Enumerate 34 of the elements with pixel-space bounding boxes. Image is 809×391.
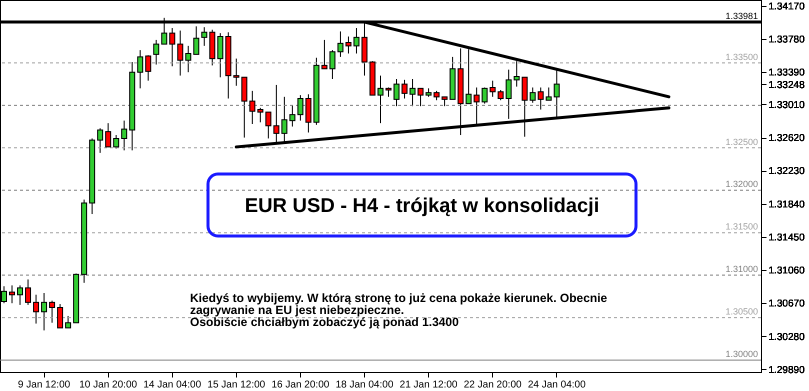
y-tick-label: 1.32620 — [768, 133, 806, 144]
y-tick-label: 1.30670 — [768, 298, 806, 310]
ref-line-label: 1.31000 — [725, 264, 758, 274]
ref-line-label: 1.30500 — [725, 306, 758, 317]
x-tick-label: 16 Jan 20:00 — [271, 380, 330, 390]
ref-line-label: 1.32000 — [725, 179, 758, 190]
ref-line-label: 1.33500 — [725, 52, 758, 62]
y-tick-label: 1.29890 — [768, 364, 806, 376]
x-tick-label: 9 Jan 12:00 — [18, 380, 71, 390]
ref-line-label: 1.32500 — [725, 136, 758, 147]
y-tick-label: 1.32230 — [768, 166, 806, 178]
y-tick-label: 1.33010 — [768, 100, 806, 111]
x-tick-label: 14 Jan 04:00 — [143, 380, 202, 390]
x-tick-label: 18 Jan 04:00 — [336, 380, 394, 390]
x-tick-label: 15 Jan 12:00 — [207, 380, 266, 390]
y-tick-label: 1.34170 — [768, 1, 806, 12]
x-tick-label: 22 Jan 20:00 — [464, 380, 522, 390]
y-tick-label: 1.31060 — [768, 266, 806, 277]
text: EUR USD - H4 - trójkąt w konsolidacji — [244, 195, 600, 217]
ref-line-label: 1.30000 — [725, 349, 758, 360]
ref-line-label: 1.31500 — [725, 222, 758, 232]
x-tick-label: 21 Jan 12:00 — [400, 380, 458, 390]
annotation: Kiedyś to wybijemy. W którą stronę to już cena pokaże kierunek. Obecnie — [190, 291, 608, 305]
y-tick-label: 1.31840 — [768, 199, 806, 210]
annotation: Osobiście chciałbym zobaczyć ją ponad 1.3400 — [190, 315, 460, 329]
annotation: zagrywanie na EU jest niebezpieczne. — [190, 303, 404, 317]
y-tick-label: 1.31450 — [768, 232, 806, 244]
x-tick-label: 10 Jan 20:00 — [79, 380, 138, 390]
y-tick-label: 1.33780 — [768, 34, 806, 46]
ref-line-label: 1.33981 — [725, 10, 758, 21]
x-tick-label: 24 Jan 04:00 — [528, 380, 586, 390]
y-tick-label: 1.33248 — [768, 80, 806, 91]
y-tick-label: 1.30280 — [768, 332, 806, 343]
y-tick-label: 1.33390 — [768, 68, 806, 79]
